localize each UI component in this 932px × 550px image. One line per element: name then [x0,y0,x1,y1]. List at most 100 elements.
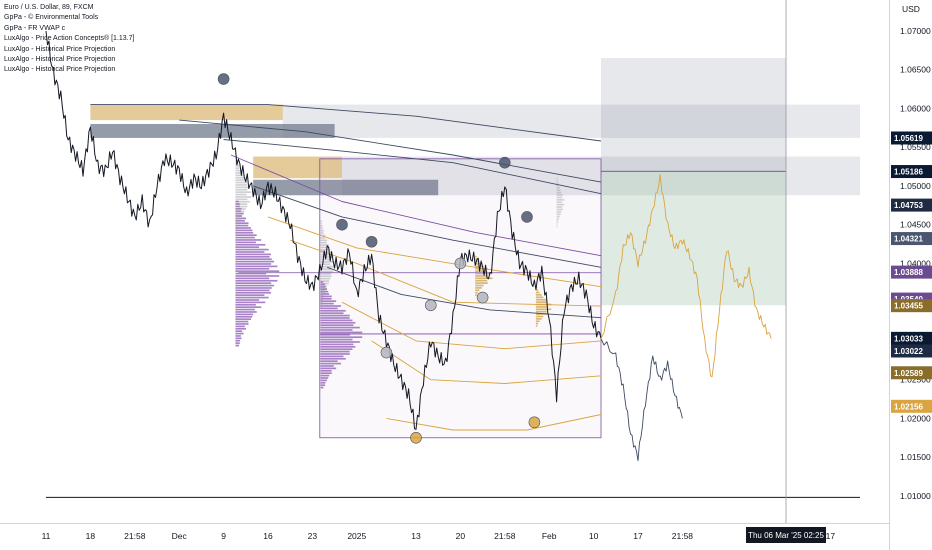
x-tick-label: 21:58 [124,531,146,541]
volume-profile-bar [235,308,255,311]
volume-profile-bar [320,294,324,297]
volume-profile-bar [320,246,330,249]
volume-profile-bar [235,327,247,330]
volume-profile-bar [556,191,562,194]
volume-profile-bar [235,229,253,232]
vwap-line [386,414,602,431]
volume-profile-bar [235,255,270,258]
vwap-line [179,119,602,183]
y-tick-label: 1.02000 [900,413,931,423]
volume-profile-bar [235,277,270,280]
volume-profile-bar [320,353,350,355]
price-tag: 1.04753 [891,198,932,212]
vwap-line [327,266,602,319]
x-tick-label: 10 [589,531,599,541]
volume-profile-bar [235,229,237,232]
price-tag: 1.04321 [891,232,932,246]
volume-profile-bar [235,275,280,277]
volume-profile-bar [320,326,360,329]
volume-profile-bar [235,198,248,201]
projection-line-gold [600,174,772,378]
pivot-marker [410,431,422,444]
volume-profile-bar [320,362,341,365]
volume-profile-bar [320,348,353,351]
indicator-row[interactable]: LuxAlgo - Historical Price Projection [4,45,116,53]
symbol-title[interactable]: Euro / U.S. Dollar, 89, FXCM [4,4,94,11]
volume-profile-bar [535,289,539,291]
volume-profile-bar [320,270,334,273]
volume-profile-bar [320,282,329,285]
cursor-date-label: Thu 06 Mar '25 02:25 [748,531,824,540]
price-tag-label: 1.03022 [894,347,923,356]
pivot-marker [424,299,437,312]
volume-profile-bar [235,248,269,251]
price-tag-label: 1.04753 [894,201,923,210]
volume-profile-bar [235,258,272,261]
volume-profile-bar [235,289,270,292]
volume-profile-bar [320,241,327,244]
volume-profile-bar [320,225,323,227]
price-tag-bg [891,165,932,179]
price-tag: 1.03455 [891,299,932,313]
volume-profile-bar [320,381,326,384]
volume-profile-bar [320,386,324,389]
indicator-row[interactable]: LuxAlgo - Historical Price Projection [4,66,116,74]
volume-profile-bar [235,320,249,323]
volume-profile-bar [535,310,547,313]
volume-profile-bar [235,291,271,294]
volume-profile-bar [235,207,242,210]
volume-profile-bar [320,309,346,312]
volume-profile-bar [235,284,275,287]
price-tag: 1.02156 [891,399,932,413]
volume-profile-bar [320,299,323,302]
price-tag-label: 1.05619 [894,134,923,143]
x-tick-label: 21:58 [672,531,694,541]
volume-profile-bar [235,282,272,285]
pivot-marker [336,218,348,231]
indicator-row[interactable]: LuxAlgo - Price Action Concepts® [1.13.7… [4,35,135,43]
volume-profile-bar [320,355,344,358]
price-tag-label: 1.02589 [894,369,923,378]
volume-profile-bar [235,251,265,253]
volume-profile-bar [320,263,331,266]
volume-profile-bar [320,277,331,280]
legend: Euro / U.S. Dollar, 89, FXCM GpPa - © En… [4,3,134,76]
x-tick-label: 20 [456,531,466,541]
indicator-row[interactable]: GpPa - © Environmental Tools [4,14,99,22]
volume-profile-bar [320,237,325,239]
volume-profile-bar [556,177,558,180]
y-tick-label: 1.04500 [900,220,931,230]
volume-profile-bar [475,294,477,296]
volume-profile-bar [235,344,239,347]
volume-profile-bar [320,307,338,310]
price-tag-bg [891,399,932,413]
volume-profile-bar [320,343,354,346]
volume-profile-bar [475,287,482,289]
volume-profile-bar [556,218,559,220]
indicator-row[interactable]: LuxAlgo - Historical Price Projection [4,56,116,64]
pivot-marker [521,211,533,223]
volume-profile-bar [475,282,488,284]
price-tag: 1.03888 [891,265,932,279]
y-tick-label: 1.02500 [900,375,931,385]
pivot-marker [498,156,511,169]
volume-profile-bar [235,241,256,244]
volume-profile-bar [556,206,563,208]
indicator-row[interactable]: GpPa - FR VWAP c [4,24,66,32]
y-tick-label: 1.01500 [900,452,931,462]
volume-profile-bar [320,249,331,251]
price-tag-label: 1.03033 [894,334,923,343]
volume-profile-bar [235,220,240,222]
price-tag-bg [891,198,932,212]
volume-profile-bar [556,179,558,182]
volume-profile-bar [235,203,248,205]
volume-profile-bar [320,324,354,327]
price-tag-label: 1.03888 [894,268,923,277]
volume-profile-bar [535,325,538,327]
volume-profile-bar [235,174,244,177]
volume-profile-bar [320,360,338,363]
volume-profile-bar [320,283,326,286]
volume-profile-bar [235,246,260,249]
